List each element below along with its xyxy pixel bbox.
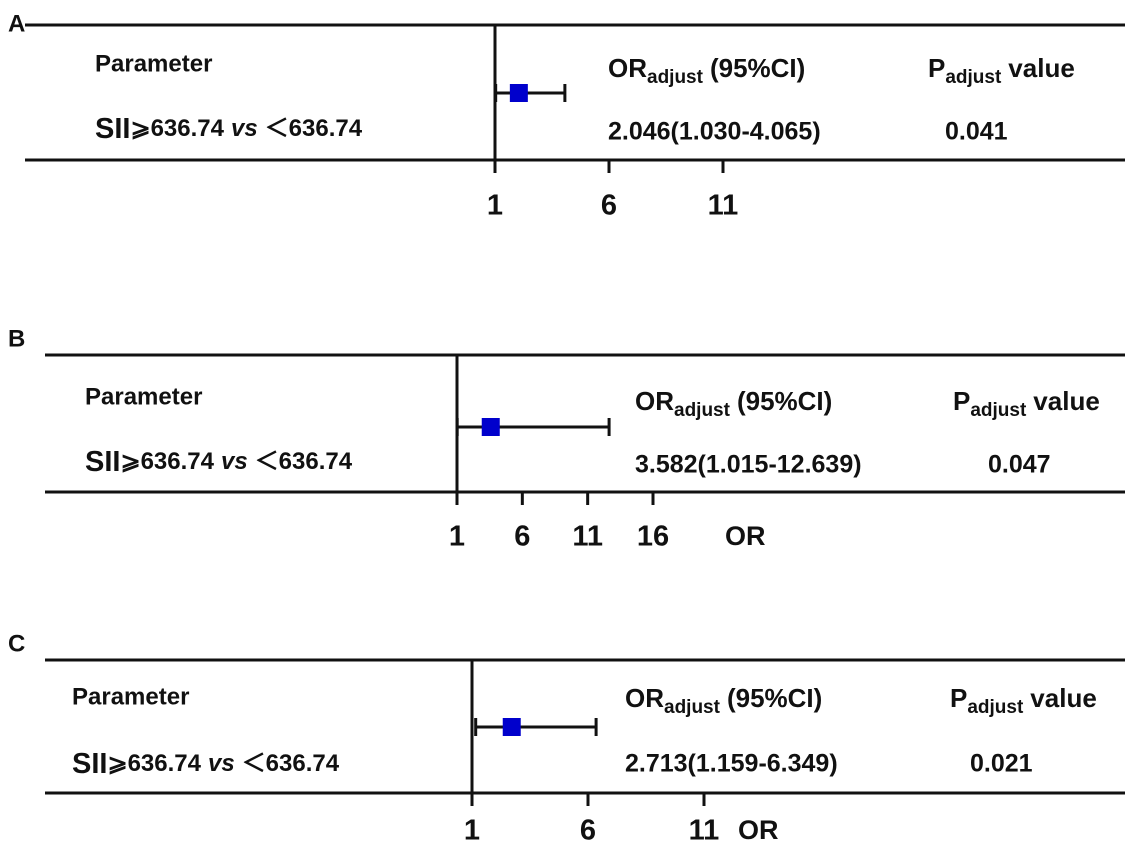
panel-letter: B <box>8 325 25 352</box>
row-label-part: ⩾636.74 <box>120 448 214 475</box>
row-label: SII⩾636.74 vs ＜636.74 <box>95 113 363 145</box>
header-part: P <box>953 386 970 416</box>
or-point <box>481 418 500 436</box>
or-point <box>509 84 528 102</box>
header-subscript: adjust <box>674 400 731 421</box>
or-value-label: 2.713(1.159-6.349) <box>625 750 838 778</box>
or-value-label: 2.046(1.030-4.065) <box>608 118 821 146</box>
header-part: value <box>1033 386 1100 416</box>
x-tick-label: 1 <box>449 521 465 553</box>
row-label-part: ＜636.74 <box>265 115 363 142</box>
column-header: Padjust value <box>928 53 1075 88</box>
or-value-label: 3.582(1.015-12.639) <box>635 451 862 479</box>
p-value: 0.021 <box>970 750 1033 778</box>
or-point <box>502 718 521 736</box>
header-part: (95%CI) <box>737 386 832 416</box>
row-label-part: vs <box>231 115 258 142</box>
header-part: (95%CI) <box>710 53 805 83</box>
header-part: OR <box>635 386 674 416</box>
x-axis-label: OR <box>725 521 766 551</box>
row-label-part: SII <box>72 748 107 780</box>
panel-letter: A <box>8 10 25 37</box>
x-axis-label: OR <box>738 815 779 845</box>
column-header: Parameter <box>85 383 202 410</box>
p-value: 0.047 <box>988 451 1051 479</box>
x-tick-label: 16 <box>637 521 669 553</box>
header-part: P <box>928 53 945 83</box>
header-subscript: adjust <box>967 697 1024 718</box>
x-tick-label: 6 <box>514 521 530 553</box>
column-header: Parameter <box>95 50 212 77</box>
row-label: SII⩾636.74 vs ＜636.74 <box>85 446 353 478</box>
column-header: ORadjust (95%CI) <box>625 683 822 718</box>
header-part: OR <box>625 683 664 713</box>
header-part: OR <box>608 53 647 83</box>
column-header: Padjust value <box>950 683 1097 718</box>
row-label-part: ⩾636.74 <box>130 115 224 142</box>
panel-letter: C <box>8 630 25 657</box>
header-subscript: adjust <box>664 697 721 718</box>
x-tick-label: 1 <box>487 190 503 222</box>
column-header: Padjust value <box>953 386 1100 421</box>
row-label-part: SII <box>95 113 130 145</box>
column-header: ORadjust (95%CI) <box>608 53 805 88</box>
header-subscript: adjust <box>945 67 1002 88</box>
header-subscript: adjust <box>970 400 1027 421</box>
row-label-part: ＜636.74 <box>255 448 353 475</box>
x-tick-label: 11 <box>708 190 739 222</box>
row-label-part: ＜636.74 <box>242 750 340 777</box>
header-part: (95%CI) <box>727 683 822 713</box>
row-label-part: vs <box>208 750 235 777</box>
header-subscript: adjust <box>647 67 704 88</box>
column-header: ORadjust (95%CI) <box>635 386 832 421</box>
header-part: P <box>950 683 967 713</box>
row-label: SII⩾636.74 vs ＜636.74 <box>72 748 340 780</box>
header-part: value <box>1008 53 1075 83</box>
x-tick-label: 6 <box>580 815 596 847</box>
p-value: 0.041 <box>945 118 1008 146</box>
x-tick-label: 1 <box>464 815 480 847</box>
x-tick-label: 11 <box>689 815 720 847</box>
x-tick-label: 11 <box>572 521 603 553</box>
row-label-part: vs <box>221 448 248 475</box>
x-tick-label: 6 <box>601 190 617 222</box>
row-label-part: ⩾636.74 <box>107 750 201 777</box>
column-header: Parameter <box>72 683 189 710</box>
row-label-part: SII <box>85 446 120 478</box>
header-part: value <box>1030 683 1097 713</box>
